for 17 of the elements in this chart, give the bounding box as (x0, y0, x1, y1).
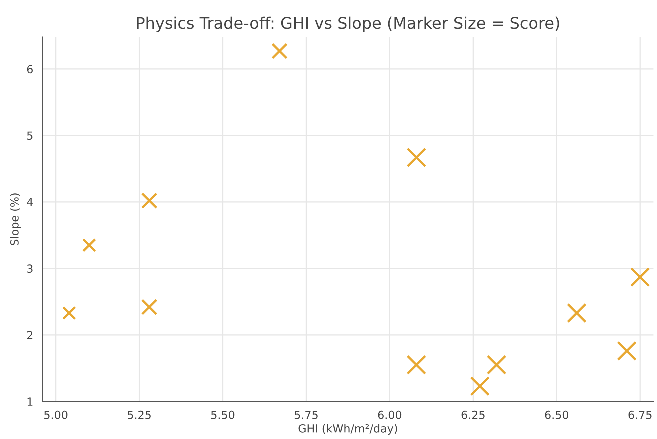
x-axis-title: GHI (kWh/m²/day) (298, 424, 398, 435)
x-tick-label: 6.25 (462, 410, 485, 420)
x-tick-label: 5.00 (44, 410, 68, 420)
x-tick-label: 5.75 (294, 411, 318, 420)
x-tick-label: 5.25 (128, 410, 151, 420)
y-tick-label: 3 (27, 264, 33, 274)
y-tick-label: 4 (27, 198, 34, 206)
y-tick-label: 5 (27, 132, 33, 140)
y-tick-label: 1 (28, 398, 33, 406)
x-tick-label: 5.50 (211, 410, 235, 420)
x-tick-label: 6.50 (545, 410, 569, 420)
chart-title: Physics Trade-off: GHI vs Slope (Marker Size = Score) (137, 16, 560, 32)
y-axis-title: Slope (%) (10, 194, 22, 246)
x-tick-label: 6.75 (628, 410, 652, 420)
y-tick-label: 2 (27, 331, 33, 340)
y-tick-label: 6 (27, 65, 33, 74)
x-tick-label: 6.00 (378, 410, 402, 420)
